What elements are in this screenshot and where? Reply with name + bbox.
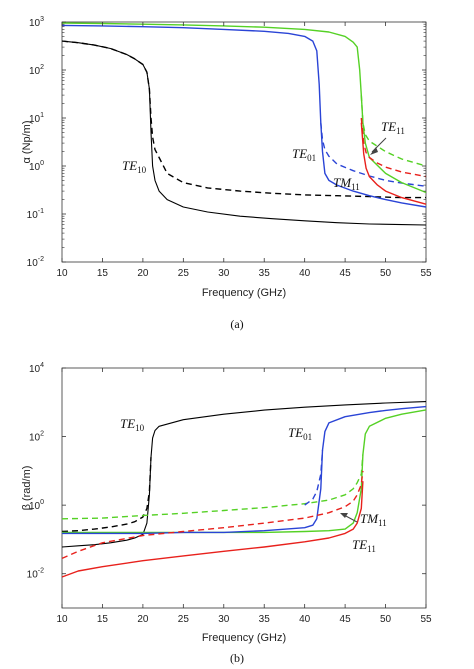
y-tick-label-a-4: 102 <box>29 64 44 77</box>
y-axis-label-a: α (Np/m) <box>21 120 33 163</box>
series-line-b-0 <box>61 401 427 548</box>
annotation-te11-a: TE11 <box>381 119 405 136</box>
series-line-a-5 <box>360 95 427 167</box>
series-line-a-1 <box>61 40 426 199</box>
x-tick-label-b-5: 35 <box>259 614 271 625</box>
x-tick-label-b-6: 40 <box>299 614 311 625</box>
x-tick-label-b-7: 45 <box>340 614 352 625</box>
arrowhead-te11-a <box>370 147 378 155</box>
x-tick-label-a-7: 45 <box>340 268 352 279</box>
x-tick-label-b-0: 10 <box>56 614 68 625</box>
series-group-b <box>61 401 427 578</box>
annotation-te10-b: TE10 <box>120 416 145 433</box>
plot-frame-a <box>61 21 427 263</box>
x-tick-label-b-2: 20 <box>137 614 149 625</box>
x-tick-label-a-2: 20 <box>137 268 149 279</box>
y-tick-label-b-1: 100 <box>29 499 44 512</box>
y-tick-label-a-5: 103 <box>29 16 44 29</box>
arrow-tm11-b <box>343 514 358 523</box>
series-line-b-7 <box>61 470 364 560</box>
x-tick-label-b-8: 50 <box>380 614 392 625</box>
chart-panel-a: 10 15 20 25 30 35 40 45 50 55 10-210-110010110210… <box>21 16 432 331</box>
y-tick-label-b-3: 104 <box>29 362 44 375</box>
series-line-b-1 <box>61 457 152 533</box>
y-tick-label-b-0: 10-2 <box>27 568 44 581</box>
y-tick-label-a-3: 101 <box>29 112 44 125</box>
x-axis-label-b: Frequency (GHz) <box>202 632 286 644</box>
chart-panel-b: 10 15 20 25 30 35 40 45 50 55 10-2 100 102 104 Frequ… <box>21 362 432 665</box>
y-tick-label-a-0: 10-2 <box>27 256 44 269</box>
series-line-b-4 <box>62 405 427 535</box>
x-tick-label-a-1: 15 <box>97 268 109 279</box>
annotation-tm11-a: TM11 <box>333 175 360 192</box>
plot-frame-b <box>61 367 427 609</box>
series-line-b-3 <box>61 454 364 520</box>
x-tick-label-a-4: 30 <box>218 268 230 279</box>
annotation-te10-a: TE10 <box>122 158 147 175</box>
caption-a: (a) <box>230 317 243 331</box>
series-line-b-5 <box>304 450 324 506</box>
y-tick-label-b-2: 102 <box>29 431 44 444</box>
x-tick-label-a-8: 50 <box>380 268 392 279</box>
y-ticks-a: 10-2 10-1 100 101 102 103 <box>27 16 426 269</box>
series-line-a-6 <box>360 122 427 205</box>
x-tick-label-a-0: 10 <box>56 268 68 279</box>
x-tick-label-a-3: 25 <box>178 268 190 279</box>
x-tick-label-a-9: 55 <box>420 268 432 279</box>
caption-b: (b) <box>230 651 244 665</box>
x-tick-label-b-9: 55 <box>420 614 432 625</box>
x-tick-label-a-6: 40 <box>299 268 311 279</box>
y-tick-label-a-2: 100 <box>29 160 44 173</box>
annotation-te11-b: TE11 <box>352 537 376 554</box>
series-line-b-6 <box>61 481 364 578</box>
arrowhead-tm11-b <box>340 513 348 518</box>
series-line-a-7 <box>360 117 427 178</box>
series-line-a-3 <box>320 122 427 187</box>
series-line-a-2 <box>61 24 427 208</box>
x-axis-label-a: Frequency (GHz) <box>202 287 286 299</box>
x-tick-label-b-4: 30 <box>218 614 230 625</box>
x-ticks-a: 10 15 20 25 30 35 40 45 50 55 <box>56 22 432 279</box>
x-tick-label-b-3: 25 <box>178 614 190 625</box>
x-ticks-b: 10 15 20 25 30 35 40 45 50 55 <box>56 368 432 625</box>
x-tick-label-b-1: 15 <box>97 614 109 625</box>
y-ticks-b: 10-2 100 102 104 <box>27 362 426 581</box>
annotation-te01-a: TE01 <box>292 146 316 163</box>
annotation-tm11-b: TM11 <box>360 511 387 528</box>
x-tick-label-a-5: 35 <box>259 268 271 279</box>
y-axis-label-b: β (rad/m) <box>21 466 33 511</box>
y-tick-label-a-1: 10-1 <box>27 208 44 221</box>
annotation-te01-b: TE01 <box>288 425 312 442</box>
